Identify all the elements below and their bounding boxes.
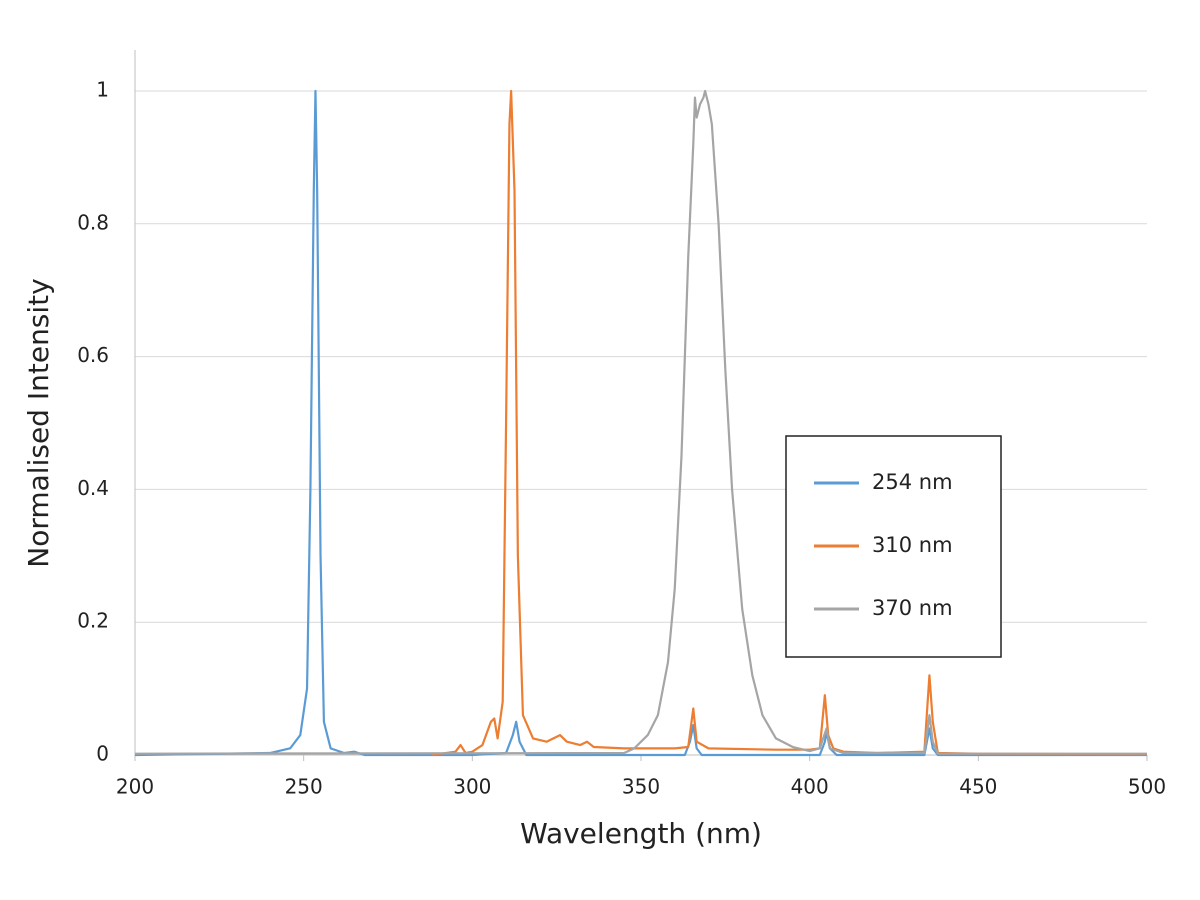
x-tick-label: 500 <box>1128 775 1166 799</box>
x-tick-label: 400 <box>791 775 829 799</box>
series-line <box>431 89 1148 757</box>
legend-label: 310 nm <box>872 533 953 557</box>
x-tick-label: 350 <box>622 775 660 799</box>
x-tick-label: 200 <box>116 775 154 799</box>
legend-label: 370 nm <box>872 596 953 620</box>
y-tick-label: 0.2 <box>77 609 109 633</box>
y-tick-label: 0.6 <box>77 343 109 367</box>
x-axis-title: Wavelength (nm) <box>520 817 762 850</box>
x-tick-label: 250 <box>285 775 323 799</box>
legend-label: 254 nm <box>872 470 953 494</box>
y-tick-label: 0 <box>96 742 109 766</box>
y-tick-label: 0.4 <box>77 476 109 500</box>
x-tick-label: 300 <box>453 775 491 799</box>
y-tick-label: 0.8 <box>77 210 109 234</box>
legend-box <box>785 435 1002 658</box>
legend: 254 nm 310 nm 370 nm <box>785 435 1002 658</box>
y-tick-label: 1 <box>96 78 109 102</box>
x-tick-label: 450 <box>959 775 997 799</box>
y-axis-title: Normalised Intensity <box>22 278 55 567</box>
series-line <box>134 89 1147 755</box>
